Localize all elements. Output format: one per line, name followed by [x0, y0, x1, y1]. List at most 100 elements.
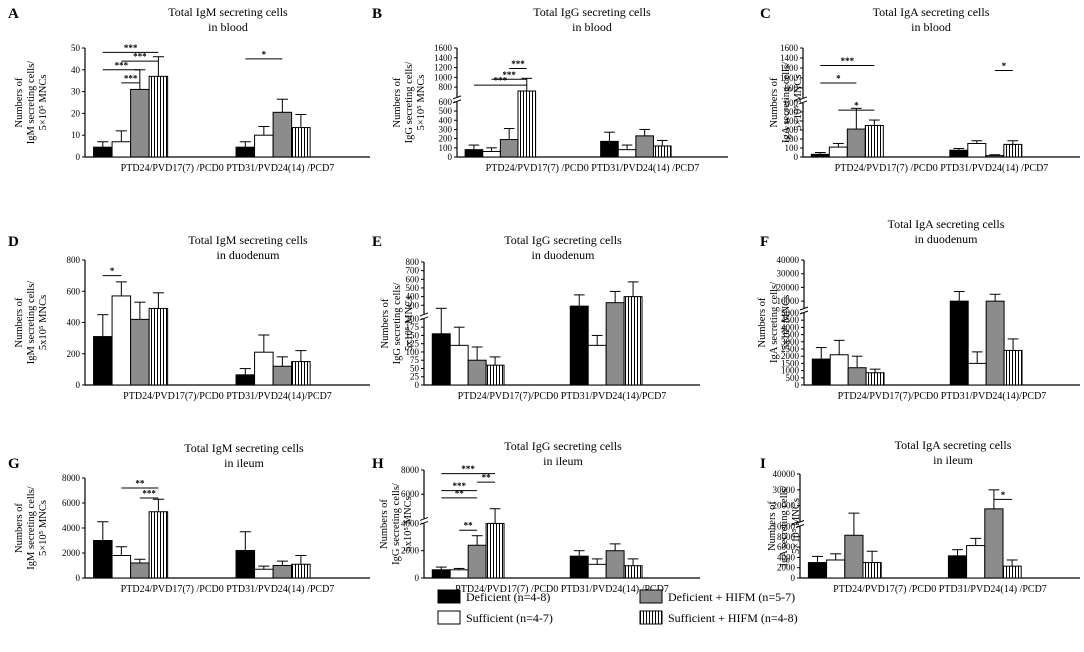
y-tick-label: 0 [415, 573, 420, 583]
y-tick-label: 600 [785, 98, 799, 108]
y-axis-label-line: Numbers of [769, 77, 780, 127]
y-tick-label: 10000 [777, 296, 800, 306]
chart-title: Total IgM secreting cells [188, 233, 308, 247]
y-tick-label: 8000 [62, 473, 81, 483]
bar-deficient [464, 149, 484, 158]
bar-sufficient-hifm [148, 307, 169, 386]
y-tick-label: 0 [76, 152, 81, 162]
y-tick-label: 2500 [781, 344, 800, 354]
bar-sufficient-hifm [485, 364, 505, 386]
y-tick-label: 8000 [777, 532, 796, 542]
y-tick-label: 1000 [434, 72, 453, 82]
bar-sufficient [967, 142, 987, 158]
bar-deficient [947, 555, 968, 579]
bar-deficient [235, 374, 256, 386]
y-tick-label: 1200 [434, 63, 453, 73]
y-tick-label: 600 [439, 97, 453, 107]
significance-label: ** [464, 521, 474, 531]
y-axis-label-line: Numbers of [380, 298, 391, 348]
chart-title: in blood [911, 20, 951, 34]
y-tick-label: 0 [795, 380, 800, 390]
panel-letter: G [8, 456, 20, 472]
y-axis-label-line: IgG secreting cells/ [392, 283, 403, 365]
bar-sufficient [829, 354, 849, 386]
bar-deficient [600, 140, 619, 158]
y-tick-label: 4000 [777, 552, 796, 562]
x-axis-label: PTD24/PVD17(7) /PCD0 PTD31/PVD24(14) /PC… [121, 163, 335, 174]
bar-sufficient [617, 149, 637, 158]
significance-label: *** [502, 70, 516, 80]
bar-sufficient [482, 150, 501, 158]
bar-deficient [431, 333, 451, 386]
y-tick-label: 300 [785, 125, 799, 135]
bar-sufficient [111, 141, 132, 158]
bar-deficient [93, 540, 113, 579]
y-axis-label-line: IgA secreting cells/ [781, 62, 792, 143]
bar-deficient-hifm [844, 534, 864, 579]
bar-deficient [807, 562, 828, 579]
significance-label: *** [511, 59, 525, 69]
y-tick-label: 1400 [780, 53, 799, 63]
y-tick-label: 6000 [62, 498, 81, 508]
bar-deficient-hifm [499, 139, 519, 158]
panel-letter: F [760, 234, 769, 250]
bar-deficient-hifm [130, 562, 150, 579]
y-tick-label: 500 [406, 283, 420, 293]
bar-deficient [810, 153, 830, 158]
bar-sufficient [449, 569, 469, 579]
bar-sufficient-hifm [623, 565, 643, 579]
bar-deficient-hifm [984, 508, 1004, 579]
figure-legend: Deficient (n=4-8) Sufficient (n=4-7) Defic… [437, 589, 798, 625]
y-tick-label: 200 [67, 349, 81, 359]
y-tick-label: 25 [410, 372, 420, 382]
bar-sufficient-hifm [517, 90, 537, 158]
legend-label: Deficient (n=4-8) [466, 590, 550, 604]
significance-label: ** [455, 488, 465, 498]
bar-deficient-hifm [272, 565, 293, 579]
y-tick-label: 100 [439, 143, 453, 153]
y-tick-label: 0 [794, 152, 799, 162]
significance-label: * [836, 73, 841, 83]
y-tick-label: 40000 [773, 469, 796, 479]
y-axis-label-line: Numbers of [14, 297, 25, 347]
y-tick-label: 0 [76, 573, 81, 583]
x-axis-label: PTD24/PVD17(7) /PCD0 PTD31/PVD24(14) /PC… [835, 163, 1049, 174]
chart-title: Total IgA secreting cells [888, 217, 1005, 231]
bar-sufficient-hifm [148, 511, 169, 579]
bar-sufficient-hifm [1003, 143, 1023, 158]
y-tick-label: 200 [439, 134, 453, 144]
panel-letter: I [760, 456, 766, 472]
significance-label: * [1002, 61, 1007, 71]
y-tick-label: 1600 [780, 43, 799, 53]
bar-deficient [949, 300, 969, 386]
y-axis-label-line: IgG secreting cells/ [404, 62, 415, 144]
y-tick-label: 400 [439, 115, 453, 125]
y-tick-label: 600 [406, 274, 420, 284]
chart-title: in blood [572, 20, 612, 34]
bar-deficient [811, 358, 831, 386]
y-tick-label: 1500 [781, 358, 800, 368]
bar-deficient-hifm [130, 88, 150, 158]
x-axis-label: PTD24/PVD17(7) /PCD0 PTD31/PVD24(14) /PC… [486, 163, 700, 174]
bar-sufficient [111, 295, 132, 386]
y-axis-label: Numbers of IgG secreting cells/5x10⁵ MNCs [379, 483, 414, 565]
bar-sufficient-hifm [485, 522, 505, 579]
y-tick-label: 3000 [781, 337, 800, 347]
y-axis-label-line: 5x10⁵ MNCs [403, 496, 414, 551]
y-tick-label: 30 [71, 87, 81, 97]
y-axis-label-line: Numbers of [767, 501, 778, 551]
bar-deficient-hifm [847, 367, 867, 386]
y-tick-label: 800 [406, 257, 420, 267]
y-tick-label: 300 [406, 300, 420, 310]
y-axis-label: Numbers of IgA secreting cells/5×10⁵ MNCs [769, 62, 804, 143]
y-tick-label: 2000 [62, 548, 81, 558]
y-tick-label: 50 [410, 363, 420, 373]
bar-sufficient-hifm [623, 296, 643, 386]
y-tick-label: 30000 [773, 485, 796, 495]
panel-letter: D [8, 234, 19, 250]
bar-deficient-hifm [467, 544, 487, 579]
bar-sufficient [828, 146, 848, 158]
